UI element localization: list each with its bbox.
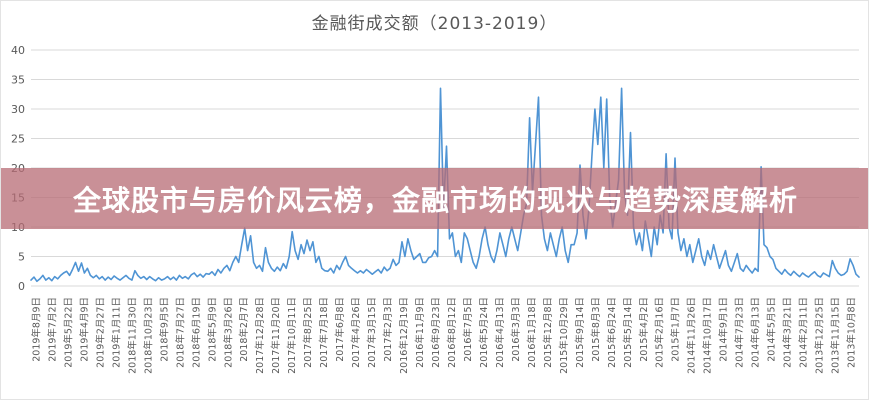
svg-text:2015年10月29日: 2015年10月29日 [558, 297, 570, 374]
chart-title: 金融街成交额（2013-2019） [311, 14, 558, 34]
svg-text:2018年2月7日: 2018年2月7日 [238, 297, 250, 362]
svg-text:2019年8月9日: 2019年8月9日 [31, 297, 43, 362]
svg-text:2019年4月9日: 2019年4月9日 [78, 297, 90, 362]
svg-text:2014年5月5日: 2014年5月5日 [766, 297, 778, 362]
svg-text:2016年3月3日: 2016年3月3日 [510, 297, 522, 362]
svg-text:2015年2月16日: 2015年2月16日 [654, 297, 666, 368]
svg-text:2019年2月27日: 2019年2月27日 [94, 297, 106, 368]
svg-text:2014年7月23日: 2014年7月23日 [734, 297, 746, 368]
svg-text:2018年7月27日: 2018年7月27日 [174, 297, 186, 368]
headline-banner: 全球股市与房价风云榜，金融市场的现状与趋势深度解析 [1, 168, 868, 229]
svg-text:2015年8月3日: 2015年8月3日 [590, 297, 602, 362]
svg-text:2015年12月8日: 2015年12月8日 [542, 297, 554, 368]
svg-text:2014年11月26日: 2014年11月26日 [686, 297, 698, 374]
svg-text:2016年9月23日: 2016年9月23日 [430, 297, 442, 368]
svg-text:2016年5月24日: 2016年5月24日 [478, 297, 490, 368]
svg-text:25: 25 [11, 133, 25, 146]
svg-text:2014年3月21日: 2014年3月21日 [782, 297, 794, 368]
svg-text:2017年2月3日: 2017年2月3日 [382, 297, 394, 362]
svg-text:2018年6月19日: 2018年6月19日 [190, 297, 202, 368]
svg-text:2019年1月11日: 2019年1月11日 [110, 297, 122, 368]
svg-text:2014年9月1日: 2014年9月1日 [718, 297, 730, 362]
svg-text:2013年11月15日: 2013年11月15日 [830, 297, 842, 374]
svg-text:2018年11月30日: 2018年11月30日 [126, 297, 138, 374]
svg-text:5: 5 [18, 251, 25, 264]
svg-text:2013年12月25日: 2013年12月25日 [814, 297, 826, 374]
svg-text:2018年3月26日: 2018年3月26日 [222, 297, 234, 368]
svg-text:2016年12月19日: 2016年12月19日 [398, 297, 410, 374]
svg-text:2015年1月7日: 2015年1月7日 [670, 297, 682, 362]
svg-text:2016年8月12日: 2016年8月12日 [446, 297, 458, 368]
svg-text:2017年8月25日: 2017年8月25日 [302, 297, 314, 368]
svg-text:30: 30 [11, 103, 25, 116]
svg-text:2015年9月14日: 2015年9月14日 [574, 297, 586, 368]
svg-text:2017年7月18日: 2017年7月18日 [318, 297, 330, 368]
svg-text:2015年4月2日: 2015年4月2日 [638, 297, 650, 362]
svg-text:2019年7月2日: 2019年7月2日 [46, 297, 58, 362]
headline-text: 全球股市与房价风云榜，金融市场的现状与趋势深度解析 [72, 183, 798, 217]
svg-text:2016年11月9日: 2016年11月9日 [414, 297, 426, 368]
svg-text:2016年4月13日: 2016年4月13日 [494, 297, 506, 368]
x-axis-labels: 2019年8月9日 2019年7月2日 2019年5月22日 2019年4月9日 201… [31, 297, 858, 374]
svg-text:2017年6月8日: 2017年6月8日 [334, 297, 346, 362]
svg-text:2018年9月5日: 2018年9月5日 [158, 297, 170, 362]
svg-text:2016年7月5日: 2016年7月5日 [462, 297, 474, 362]
svg-text:2015年6月24日: 2015年6月24日 [606, 297, 618, 368]
svg-text:2014年6月13日: 2014年6月13日 [750, 297, 762, 368]
svg-text:2016年1月18日: 2016年1月18日 [526, 297, 538, 368]
svg-text:2014年2月11日: 2014年2月11日 [798, 297, 810, 368]
svg-text:2017年4月26日: 2017年4月26日 [350, 297, 362, 368]
svg-text:2013年10月8日: 2013年10月8日 [846, 297, 858, 368]
svg-text:35: 35 [11, 74, 25, 87]
svg-text:2015年5月14日: 2015年5月14日 [622, 297, 634, 368]
svg-text:0: 0 [18, 280, 25, 293]
svg-text:2018年10月23日: 2018年10月23日 [142, 297, 154, 374]
svg-text:2017年11月20日: 2017年11月20日 [270, 297, 282, 374]
svg-text:2017年12月28日: 2017年12月28日 [254, 297, 266, 374]
svg-text:2018年5月9日: 2018年5月9日 [206, 297, 218, 362]
svg-text:2014年10月17日: 2014年10月17日 [702, 297, 714, 374]
svg-text:2019年5月22日: 2019年5月22日 [62, 297, 74, 368]
svg-text:2017年3月15日: 2017年3月15日 [366, 297, 378, 368]
svg-text:2017年10月11日: 2017年10月11日 [286, 297, 298, 374]
svg-text:40: 40 [11, 44, 25, 57]
